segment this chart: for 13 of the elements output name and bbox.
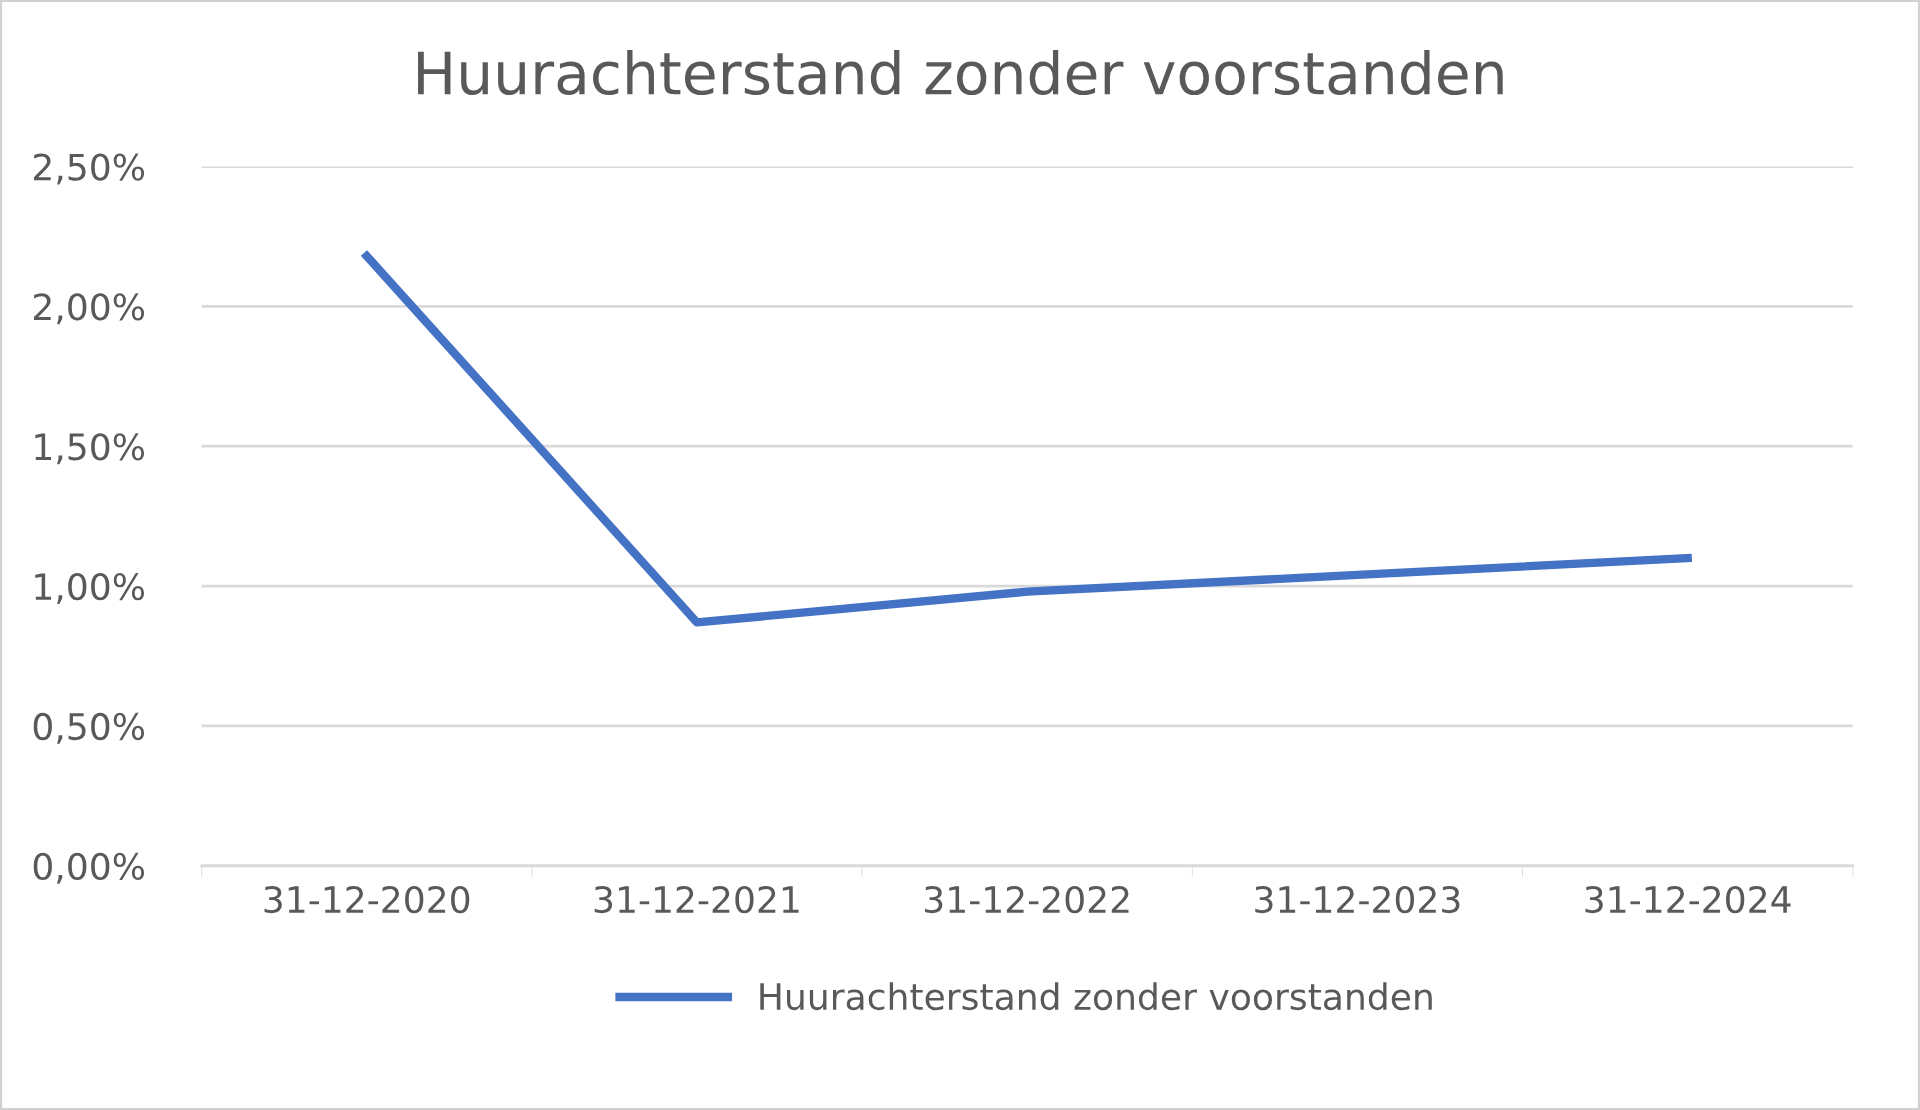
y-tick-label: 1,50% [35,433,145,465]
x-tick-label: 31-12-2024 [1585,885,1791,914]
legend-label: Huurachterstand zonder voorstanden [760,982,1432,1011]
x-tick-label: 31-12-2023 [1255,885,1460,914]
y-tick-label: 2,00% [33,293,145,325]
x-tick-label: 31-12-2021 [594,885,799,914]
x-tick-label: 31-12-2022 [925,885,1129,914]
y-tick-label: 0,50% [33,712,145,744]
chart-title: Huurachterstand zonder voorstanden [418,49,1503,96]
y-tick-label: 2,50% [33,153,145,185]
y-tick-label: 0,00% [33,852,145,884]
x-tick-label: 31-12-2020 [264,885,470,914]
y-tick-label: 1,00% [35,573,145,604]
